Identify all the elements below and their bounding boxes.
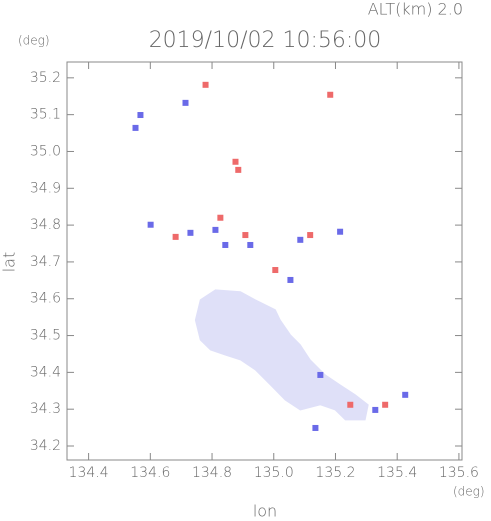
echo-point	[222, 241, 229, 248]
echo-point	[132, 124, 139, 131]
chart-title: 2019/10/02 10:56:00	[149, 28, 382, 53]
echo-point	[347, 401, 354, 408]
echo-point	[172, 233, 179, 240]
echo-point	[327, 91, 334, 98]
echo-point	[287, 276, 294, 283]
echo-point	[202, 81, 209, 88]
echo-point	[137, 112, 144, 119]
x-unit: (deg)	[453, 485, 485, 499]
plot-frame	[66, 61, 463, 461]
echo-point	[212, 226, 219, 233]
y-tick-label: 34.6	[30, 291, 61, 307]
y-tick-label: 35.1	[30, 107, 61, 123]
echo-point	[272, 267, 279, 274]
y-tick-label: 34.5	[30, 328, 61, 344]
y-tick-label: 34.9	[30, 180, 61, 196]
echo-point	[217, 214, 224, 221]
x-tick-label: 135.2	[315, 465, 355, 481]
echo-region	[194, 289, 369, 421]
altitude-label: ALT(km) 2.0	[368, 0, 463, 19]
echo-point	[187, 229, 194, 236]
echo-point	[307, 232, 314, 239]
y-tick-label: 34.3	[30, 401, 61, 417]
x-tick-label: 134.6	[130, 465, 170, 481]
x-axis-label: lon	[253, 502, 277, 521]
echo-point	[317, 371, 324, 378]
echo-point	[235, 166, 242, 173]
echo-point	[147, 221, 154, 228]
y-tick-label: 34.2	[30, 438, 61, 454]
echo-point	[297, 236, 304, 243]
y-tick-label: 35.0	[30, 143, 61, 159]
echo-point	[312, 424, 319, 431]
y-tick-label: 34.8	[30, 217, 61, 233]
echo-point	[247, 241, 254, 248]
y-tick-label: 35.2	[30, 70, 61, 86]
x-tick-label: 135.0	[254, 465, 294, 481]
y-axis-label: lat	[0, 252, 19, 273]
x-tick-label: 134.8	[192, 465, 232, 481]
plot-area: 134.4 134.6 134.8 135.0 135.2 135.4 135.6 34.2 3…	[30, 61, 479, 481]
echo-point	[242, 232, 249, 239]
x-tick-label: 134.4	[69, 465, 109, 481]
x-tick-label: 135.6	[439, 465, 479, 481]
echo-point	[182, 99, 189, 106]
echo-point	[382, 401, 389, 408]
y-tick-label: 34.7	[30, 254, 61, 270]
y-unit: (deg)	[18, 34, 50, 48]
y-tick-label: 34.4	[30, 364, 61, 380]
echo-point	[372, 406, 379, 413]
echo-point	[402, 391, 409, 398]
x-tick-label: 135.4	[377, 465, 417, 481]
echo-point	[337, 228, 344, 235]
echo-point	[232, 158, 239, 165]
